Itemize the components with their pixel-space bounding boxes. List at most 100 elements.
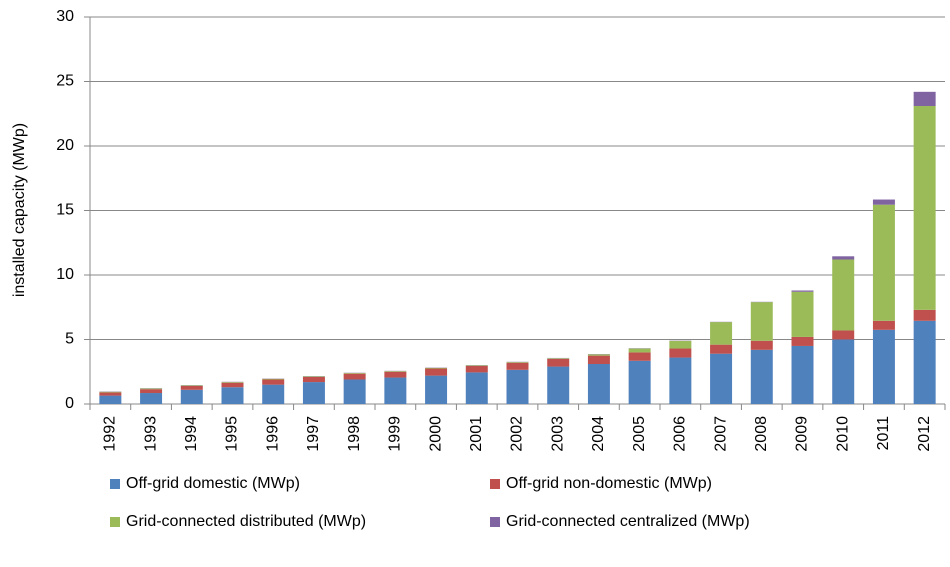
- y-axis-title: installed capacity (MWp): [11, 123, 28, 297]
- x-tick-label: 1996: [264, 416, 281, 452]
- bar-segment: [384, 377, 407, 404]
- legend-label: Grid-connected centralized (MWp): [506, 513, 750, 530]
- bar-segment: [669, 340, 692, 349]
- bar-segment: [587, 364, 610, 404]
- bar-segment: [140, 393, 163, 404]
- y-tick-label: 0: [65, 395, 74, 412]
- legend-swatch: [490, 517, 500, 527]
- x-tick-label: 1995: [224, 416, 241, 452]
- bar-segment: [262, 384, 285, 404]
- legend-label: Off-grid non-domestic (MWp): [506, 475, 712, 492]
- x-tick-label: 2010: [834, 416, 851, 452]
- bar-segment: [587, 355, 610, 365]
- bar-segment: [669, 348, 692, 358]
- bar-segment: [872, 329, 895, 404]
- bar-segment: [140, 388, 163, 390]
- bar-segment: [750, 340, 773, 350]
- bar-segment: [140, 389, 163, 394]
- legend-label: Grid-connected distributed (MWp): [126, 513, 366, 530]
- bar-segment: [384, 371, 407, 372]
- x-tick-label: 2009: [794, 416, 811, 452]
- bar-segment: [425, 367, 448, 369]
- x-tick-label: 1993: [142, 416, 159, 452]
- bar-segment: [506, 362, 529, 363]
- bar-segment: [872, 204, 895, 321]
- bar-segment: [506, 362, 529, 370]
- bar-segment: [221, 382, 244, 383]
- bar-segment: [262, 378, 285, 380]
- x-tick-label: 2002: [509, 416, 526, 452]
- legend-label: Off-grid domestic (MWp): [126, 475, 300, 492]
- x-tick-label: 2004: [590, 416, 607, 452]
- bar-segment: [628, 352, 651, 361]
- bar-segment: [506, 369, 529, 404]
- x-tick-label: 2000: [427, 416, 444, 452]
- bar-segment: [832, 339, 855, 404]
- bar-segment: [547, 358, 570, 359]
- x-tick-label: 2007: [712, 416, 729, 452]
- bar-segment: [302, 376, 325, 377]
- bar-segment: [302, 376, 325, 383]
- x-tick-label: 2003: [549, 416, 566, 452]
- bar-segment: [343, 373, 366, 374]
- bar-segment: [913, 106, 936, 310]
- bar-segment: [710, 322, 733, 345]
- bar-segment: [913, 320, 936, 404]
- bar-segment: [791, 336, 814, 346]
- bar-segment: [587, 354, 610, 356]
- y-tick-label: 5: [65, 331, 74, 348]
- bar-segment: [99, 392, 122, 396]
- bar-segment: [547, 366, 570, 404]
- bar-segment: [669, 357, 692, 404]
- bar-segment: [465, 365, 488, 373]
- bar-segment: [302, 382, 325, 404]
- x-tick-label: 2005: [631, 416, 648, 452]
- bar-segment: [628, 360, 651, 404]
- bar-segment: [465, 372, 488, 404]
- bar-segment: [750, 302, 773, 341]
- bar-segment: [832, 256, 855, 260]
- x-tick-label: 2006: [672, 416, 689, 452]
- legend-swatch: [110, 479, 120, 489]
- bar-segment: [710, 353, 733, 404]
- bar-segment: [262, 379, 285, 385]
- bar-segment: [750, 349, 773, 404]
- bar-segment: [832, 259, 855, 331]
- bar-segment: [547, 358, 570, 367]
- legend-swatch: [110, 517, 120, 527]
- bar-segment: [791, 290, 814, 292]
- bar-segment: [872, 320, 895, 330]
- x-tick-label: 1992: [102, 416, 119, 452]
- bar-segment: [832, 330, 855, 340]
- bar-segment: [221, 382, 244, 388]
- bar-segment: [791, 291, 814, 337]
- bar-segment: [343, 373, 366, 380]
- bar-segment: [221, 387, 244, 404]
- bar-segment: [343, 379, 366, 404]
- bar-segment: [710, 344, 733, 354]
- bar-segment: [425, 375, 448, 404]
- bar-segment: [913, 91, 936, 107]
- bar-segment: [384, 371, 407, 378]
- bar-segment: [913, 309, 936, 321]
- bar-segment: [465, 365, 488, 366]
- bar-segment: [180, 385, 203, 390]
- bar-segment: [180, 389, 203, 404]
- x-tick-label: 1998: [346, 416, 363, 452]
- y-tick-label: 25: [56, 73, 74, 90]
- bar-segment: [791, 345, 814, 404]
- bar-segment: [628, 348, 651, 353]
- x-tick-label: 2008: [753, 416, 770, 452]
- x-tick-label: 2001: [468, 416, 485, 452]
- legend-swatch: [490, 479, 500, 489]
- y-tick-label: 15: [56, 202, 74, 219]
- x-tick-label: 1999: [387, 416, 404, 452]
- bar-segment: [425, 368, 448, 376]
- x-tick-label: 1994: [183, 416, 200, 452]
- x-tick-label: 1997: [305, 416, 322, 452]
- bar-segment: [99, 391, 122, 393]
- bar-segment: [872, 199, 895, 205]
- x-tick-label: 2011: [875, 416, 892, 451]
- x-tick-label: 2012: [916, 416, 933, 452]
